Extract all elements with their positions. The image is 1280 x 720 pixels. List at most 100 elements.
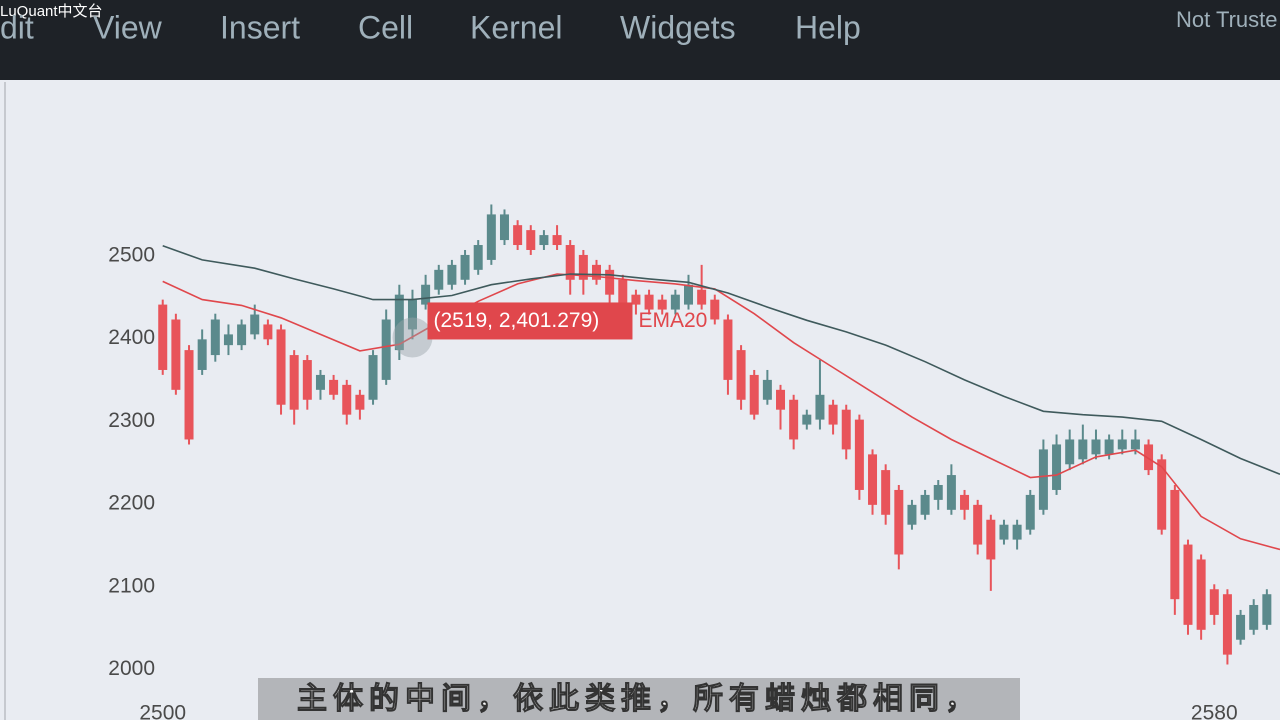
candle-body — [486, 214, 496, 260]
subtitle-background — [258, 678, 1020, 720]
candle-body — [1236, 614, 1246, 640]
menu-bar — [0, 0, 1280, 80]
candle-body — [250, 314, 260, 335]
candle-body — [657, 299, 667, 310]
candle-body — [697, 289, 707, 305]
candle-body — [868, 454, 878, 505]
candle-body — [828, 404, 838, 425]
candle-body — [1130, 439, 1140, 450]
candle-body — [802, 414, 812, 425]
candle-body — [1091, 439, 1101, 455]
tooltip-text: (2519, 2,401.279) — [433, 309, 599, 332]
candle-body — [1012, 524, 1022, 540]
menu-item[interactable]: dit — [0, 9, 34, 45]
candle-body — [881, 470, 891, 515]
candle-body — [933, 484, 943, 500]
candle-body — [684, 284, 694, 305]
candle-body — [946, 475, 956, 510]
candle-body — [407, 299, 417, 330]
y-tick-label: 2200 — [108, 492, 155, 515]
candle-body — [223, 334, 233, 346]
candle-body — [670, 294, 680, 310]
y-tick-label: 2500 — [108, 243, 155, 266]
hover-point — [392, 317, 433, 358]
candle-body — [302, 360, 312, 400]
menu-item[interactable]: Insert — [220, 9, 300, 45]
candle-body — [565, 245, 575, 280]
candle-body — [854, 419, 864, 490]
candle-body — [1249, 604, 1259, 630]
menu-item[interactable]: Kernel — [470, 9, 563, 45]
candle-body — [394, 294, 404, 351]
candle-body — [513, 225, 523, 246]
candle-body — [421, 284, 431, 305]
y-tick-label: 2000 — [108, 657, 155, 680]
menu-item[interactable]: View — [93, 9, 163, 45]
candle-body — [1078, 439, 1088, 460]
y-tick-label: 2400 — [108, 326, 155, 349]
candle-body — [1222, 594, 1232, 655]
candle-body — [1170, 489, 1180, 600]
candle-body — [907, 504, 917, 525]
candle-body — [1196, 559, 1206, 630]
candle-body — [986, 519, 996, 560]
candle-body — [815, 394, 825, 420]
candle-body — [539, 235, 549, 246]
candle-body — [315, 374, 325, 390]
candle-body — [237, 324, 247, 346]
candle-body — [552, 235, 562, 246]
candle-body — [618, 279, 628, 310]
x-tick-label: 2500 — [139, 702, 186, 720]
candle-body — [776, 389, 786, 410]
menu-item[interactable]: Widgets — [620, 9, 736, 45]
candle-body — [526, 230, 536, 250]
candle-body — [1038, 449, 1048, 510]
y-tick-label: 2300 — [108, 409, 155, 432]
candle-body — [920, 494, 930, 515]
candle-body — [210, 319, 220, 356]
menu-item[interactable]: Help — [795, 9, 861, 45]
candle-body — [184, 350, 194, 440]
line-series — [162, 245, 1280, 475]
candle-body — [368, 355, 378, 400]
menu-item[interactable]: Cell — [358, 9, 413, 45]
candle-body — [499, 214, 509, 241]
candle-body — [1065, 439, 1075, 465]
candle-body — [460, 254, 470, 280]
x-tick-label: 2580 — [1191, 702, 1238, 720]
candle-body — [762, 379, 772, 400]
candle-body — [355, 394, 365, 410]
candle-body — [960, 494, 970, 510]
tooltip-box — [427, 302, 633, 340]
candle-body — [723, 319, 733, 380]
candle-body — [381, 319, 391, 380]
candle-body — [263, 324, 273, 340]
candle-body — [276, 329, 286, 405]
candle-body — [434, 269, 444, 290]
subtitle: 主体的中间，依此类推，所有蜡烛都相同， — [297, 682, 981, 717]
candle-body — [1052, 444, 1062, 490]
candle-body — [710, 299, 720, 320]
candle-body — [329, 379, 339, 395]
candle-body — [605, 269, 615, 295]
candle-body — [736, 350, 746, 400]
tooltip-series-name: EMA20 — [638, 309, 707, 332]
trust-status[interactable]: Not Truste — [1176, 7, 1277, 32]
candle-body — [749, 374, 759, 415]
candle-body — [789, 399, 799, 440]
line-series — [162, 273, 1280, 551]
candle-body — [591, 264, 601, 280]
candle-body — [1104, 439, 1114, 455]
candle-body — [197, 339, 207, 370]
candle-body — [894, 489, 904, 555]
candle-body — [841, 409, 851, 450]
candle-body — [578, 254, 588, 280]
candle-body — [1183, 544, 1193, 625]
y-tick-label: 2100 — [108, 574, 155, 597]
candle-body — [1262, 594, 1272, 625]
candle-body — [158, 304, 168, 370]
candle-body — [342, 384, 352, 415]
candle-body — [1117, 439, 1127, 450]
